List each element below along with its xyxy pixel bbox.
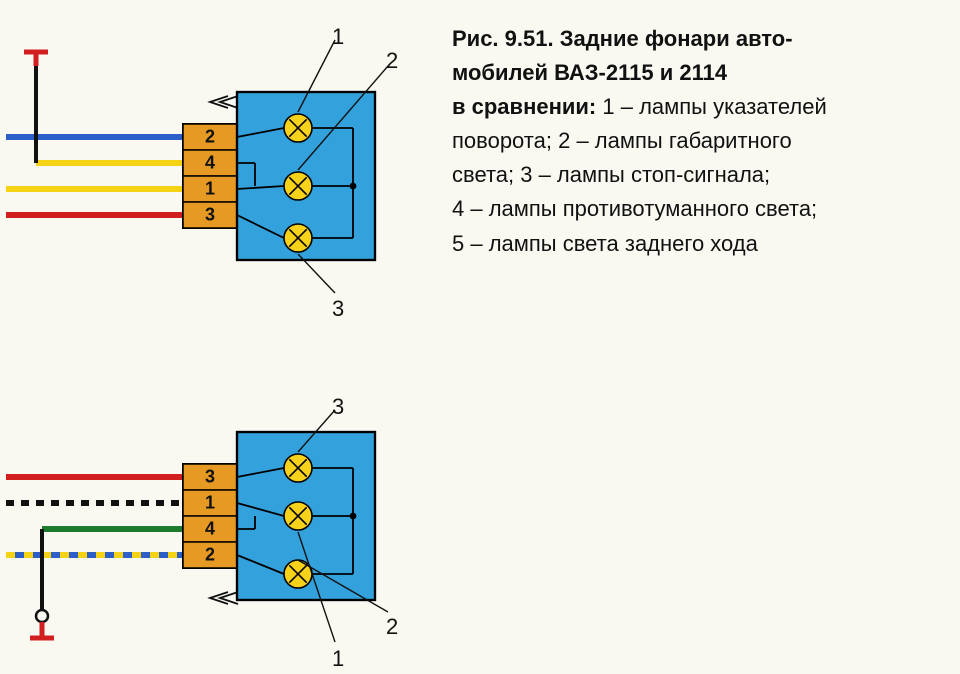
svg-text:1: 1 (205, 179, 215, 199)
svg-text:2: 2 (205, 545, 215, 565)
callout-number: 1 (332, 24, 344, 50)
svg-text:4: 4 (205, 519, 215, 539)
svg-text:2: 2 (205, 127, 215, 147)
callout-number: 1 (332, 646, 344, 672)
callout-number: 2 (386, 614, 398, 640)
svg-text:3: 3 (205, 205, 215, 225)
callout-number: 3 (332, 394, 344, 420)
wiring-diagram: 2 4 1 3 3 1 4 2 (0, 0, 960, 674)
callout-number: 3 (332, 296, 344, 322)
svg-text:3: 3 (205, 467, 215, 487)
svg-text:1: 1 (205, 493, 215, 513)
callout-number: 2 (386, 48, 398, 74)
svg-text:4: 4 (205, 153, 215, 173)
